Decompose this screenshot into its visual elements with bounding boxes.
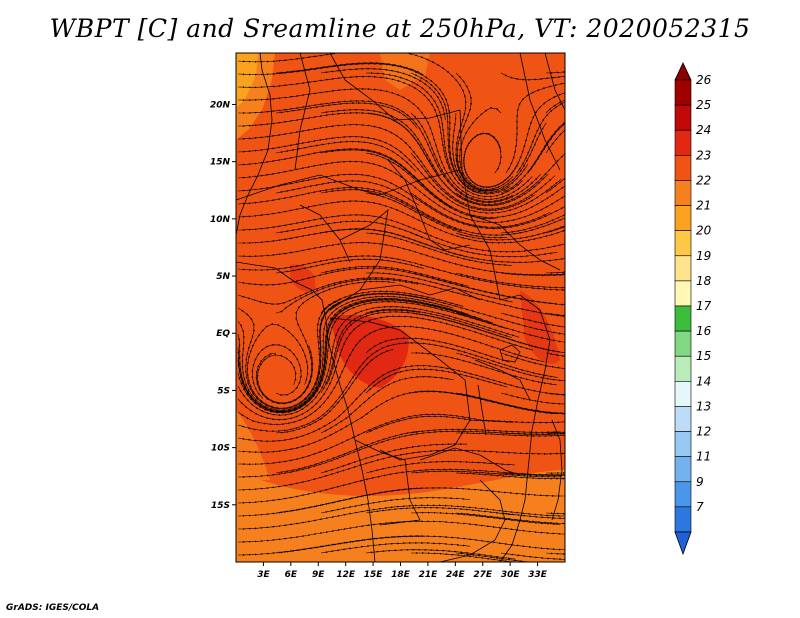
- colorbar: 26 25 24 23 22 21 20 19 18 17 16 15 14 13 12 11 9 7: [674, 62, 712, 556]
- streamline: [545, 471, 565, 475]
- streamline: [500, 72, 565, 81]
- grads-credit: GrADS: IGES/COLA: [6, 603, 100, 613]
- colorbar-level-label: 7: [696, 500, 704, 514]
- streamline: [500, 214, 565, 234]
- colorbar-swatch: [674, 305, 692, 332]
- streamline: [527, 123, 565, 174]
- streamline: [365, 415, 514, 434]
- streamlines: [237, 53, 565, 562]
- lon-tick-label: 6E: [285, 570, 298, 580]
- streamline: [500, 432, 565, 436]
- colorbar-level-label: 12: [696, 425, 711, 439]
- lat-tick-label: EQ: [216, 329, 230, 339]
- lat-tick-label: 10S: [211, 444, 230, 454]
- streamline: [455, 392, 565, 415]
- lat-tick-label: 10N: [210, 215, 231, 225]
- colorbar-bottom-arrow: [674, 531, 692, 556]
- colorbar-swatch: [674, 456, 692, 483]
- streamline: [275, 61, 424, 76]
- colorbar-level-label: 19: [696, 249, 711, 263]
- colorbar-level-label: 21: [696, 199, 711, 213]
- colorbar-swatch: [674, 104, 692, 131]
- map-axes: 20N 15N 10N 5N EQ 5S 10S 15S 3E 6E 9E 12E 15E 18E 21E 2…: [210, 100, 548, 580]
- streamline: [455, 512, 565, 525]
- streamline: [500, 472, 565, 477]
- streamline: [500, 392, 565, 405]
- map-area: [236, 53, 565, 562]
- streamline: [545, 431, 565, 434]
- streamline: [505, 82, 565, 174]
- lat-tick-label: 5N: [216, 272, 230, 282]
- colorbar-swatch: [674, 280, 692, 307]
- colorbar-level-label: 14: [696, 374, 711, 388]
- streamline: [545, 552, 565, 556]
- colorbar-swatch: [674, 230, 692, 257]
- colorbar-level-label: 18: [696, 274, 712, 288]
- lat-tick-label: 5S: [217, 386, 230, 396]
- streamline: [545, 271, 565, 274]
- lon-tick-label: 15E: [364, 570, 384, 580]
- streamline: [500, 512, 565, 520]
- colorbar-swatch: [674, 355, 692, 382]
- streamline: [410, 232, 558, 258]
- colorbar-level-label: 23: [696, 148, 711, 162]
- colorbar-swatch: [674, 506, 692, 533]
- streamline: [500, 552, 565, 561]
- lon-tick-label: 33E: [528, 570, 548, 580]
- lon-tick-label: 30E: [501, 570, 521, 580]
- streamline: [455, 472, 565, 480]
- lon-tick-label: 3E: [257, 570, 270, 580]
- chart-title: WBPT [C] and Sreamline at 250hPa, VT: 20…: [49, 14, 751, 43]
- colorbar-swatch: [674, 406, 692, 432]
- lon-tick-label: 18E: [391, 570, 411, 580]
- streamline: [320, 496, 470, 514]
- streamline: [326, 310, 565, 385]
- colorbar-level-label: 25: [696, 98, 711, 112]
- colorbar-swatch: [674, 155, 692, 181]
- lat-tick-label: 20N: [210, 100, 231, 110]
- colorbar-top-arrow: [674, 62, 692, 81]
- colorbar-level-label: 16: [696, 324, 712, 338]
- lon-tick-label: 9E: [312, 570, 325, 580]
- streamline: [545, 512, 565, 515]
- lon-tick-label: 24E: [446, 570, 466, 580]
- colorbar-swatch: [674, 431, 692, 457]
- streamline: [365, 460, 515, 474]
- colorbar-level-label: 9: [696, 475, 704, 489]
- streamline: [545, 71, 565, 74]
- streamline: [500, 272, 565, 277]
- lat-tick-label: 15N: [210, 158, 231, 168]
- lon-tick-label: 12E: [336, 570, 356, 580]
- colorbar-swatch: [674, 205, 692, 231]
- colorbar-swatch: [674, 381, 692, 407]
- colorbar-swatch: [674, 255, 692, 282]
- colorbar-level-label: 15: [696, 349, 711, 363]
- colorbar-level-label: 11: [696, 450, 711, 464]
- streamline: [455, 272, 565, 289]
- colorbar-swatch: [674, 481, 692, 508]
- colorbar-swatch: [674, 330, 692, 357]
- lon-tick-label: 21E: [419, 570, 439, 580]
- streamline: [320, 541, 471, 554]
- colorbar-swatch: [674, 129, 692, 156]
- colorbar-level-label: 26: [696, 73, 712, 87]
- lon-tick-label: 27E: [473, 570, 493, 580]
- streamline: [545, 392, 565, 396]
- streamline: [320, 443, 468, 474]
- lat-tick-label: 15S: [211, 501, 230, 511]
- colorbar-level-label: 22: [696, 173, 711, 187]
- colorbar-swatch: [674, 180, 692, 206]
- colorbar-level-label: 24: [696, 123, 711, 137]
- colorbar-level-label: 13: [696, 399, 711, 413]
- colorbar-swatch: [674, 79, 692, 106]
- colorbar-level-label: 17: [696, 299, 712, 313]
- colorbar-level-label: 20: [696, 224, 712, 238]
